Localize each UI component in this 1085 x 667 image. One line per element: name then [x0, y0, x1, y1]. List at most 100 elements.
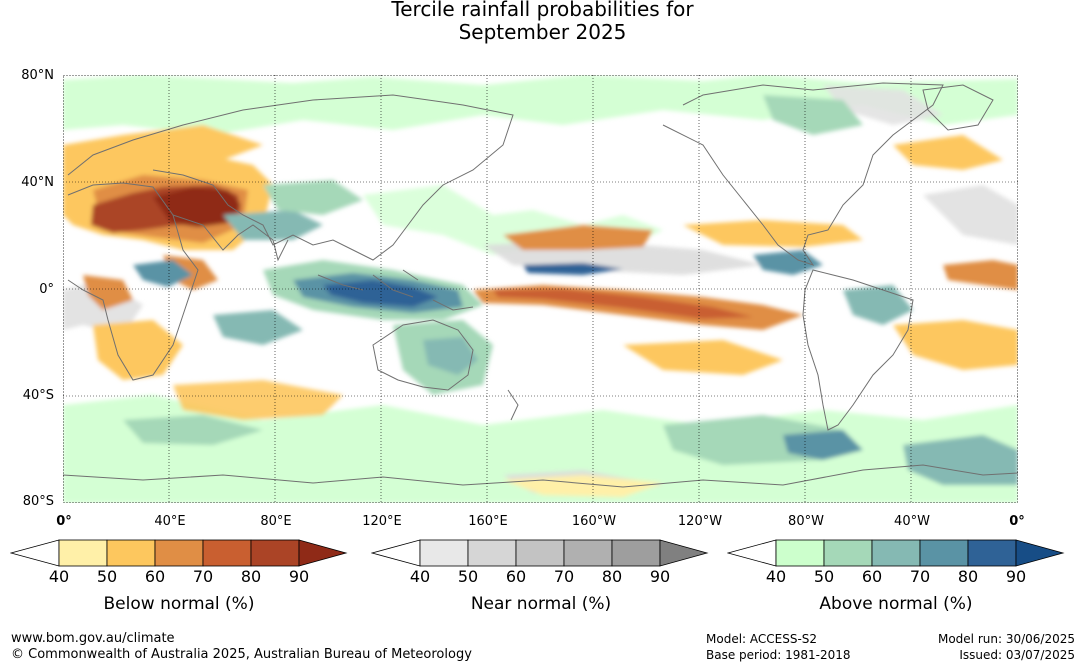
legend-above-arrow-low — [727, 539, 777, 567]
lon-label-160w: 160°W — [571, 514, 617, 529]
below-normal-atlantic-east — [943, 260, 1018, 290]
above-normal-horn-africa — [133, 260, 193, 287]
lon-label-80e: 80°E — [260, 514, 292, 529]
lat-label-80s: 80°S — [22, 494, 54, 509]
near-normal-field-5 — [923, 185, 1018, 245]
above-normal-south-atlantic — [903, 435, 1018, 485]
coastline-africa — [67, 182, 199, 381]
legend-below-arrow-high — [298, 539, 348, 567]
legend-bar-below — [10, 539, 348, 567]
legend-below-tick-90: 90 — [288, 567, 310, 586]
legend-below-swatch-60 — [154, 539, 204, 567]
lon-label-80w: 80°W — [788, 514, 824, 529]
below-normal-north-pacific — [503, 225, 653, 250]
footer-model: Model: ACCESS-S2 — [706, 632, 818, 646]
coastline-maritime — [317, 269, 474, 311]
lon-label-160e: 160°E — [468, 514, 508, 529]
legend-below-title: Below normal (%) — [103, 594, 255, 614]
above-normal-central-america — [753, 250, 823, 275]
legend-above-tick-80: 80 — [957, 567, 979, 586]
legend-below-swatch-70 — [202, 539, 252, 567]
legend-above-swatch-70 — [919, 539, 969, 567]
above-normal-field-north — [63, 75, 1018, 135]
legend-near-swatch-80 — [611, 539, 661, 567]
legend-below-swatch-50 — [106, 539, 156, 567]
footer-issued: Issued: 03/07/2025 — [959, 648, 1075, 662]
coastline-antarctica — [63, 464, 1018, 488]
lat-label-40n: 40°N — [21, 175, 54, 190]
rainfall-probability-map — [63, 75, 1018, 503]
below-normal-north-pacific-light — [683, 220, 863, 247]
below-normal-se-pacific — [623, 340, 783, 375]
above-normal-south-indian-ocean — [123, 415, 263, 445]
below-normal-south-indian — [173, 380, 343, 420]
lat-label-40s: 40°S — [22, 388, 54, 403]
lon-label-40e: 40°E — [154, 514, 186, 529]
map-title-line-1: Tercile rainfall probabilities for — [391, 0, 694, 21]
legend-near-swatch-50 — [467, 539, 517, 567]
lon-label-0-right: 0° — [1009, 514, 1025, 529]
below-normal-europe — [123, 125, 263, 160]
above-normal-southern-pacific-core — [783, 430, 863, 460]
below-normal-north-atlantic — [893, 135, 1003, 170]
gridlines — [63, 75, 1018, 503]
legend-above-normal — [727, 538, 1067, 568]
legend-near-arrow-high — [659, 539, 709, 567]
lat-label-equator: 0° — [39, 282, 54, 297]
coastline-australia — [372, 319, 474, 391]
legend-below-arrow-low — [10, 539, 60, 567]
legend-near-normal — [371, 538, 711, 568]
above-normal-amazon — [843, 285, 913, 325]
near-normal-field-4 — [823, 85, 943, 125]
legend-above-tick-60: 60 — [861, 567, 883, 586]
lon-label-0-left: 0° — [56, 514, 72, 529]
legend-near-tick-40: 40 — [409, 567, 431, 586]
legend-below-tick-40: 40 — [48, 567, 70, 586]
legend-above-swatch-60 — [871, 539, 921, 567]
footer-website: www.bom.gov.au/climate — [11, 631, 175, 646]
legend-near-tick-80: 80 — [601, 567, 623, 586]
legend-near-tick-60: 60 — [505, 567, 527, 586]
above-normal-australia-core — [423, 337, 478, 375]
lon-label-40w: 40°W — [894, 514, 930, 529]
legend-below-tick-70: 70 — [192, 567, 214, 586]
legend-near-swatch-40 — [419, 539, 469, 567]
legend-above-tick-70: 70 — [909, 567, 931, 586]
lat-label-80n: 80°N — [21, 68, 54, 83]
legend-below-tick-60: 60 — [144, 567, 166, 586]
legend-near-swatch-60 — [515, 539, 565, 567]
coastline-europe-asia — [67, 94, 514, 261]
footer-model-run: Model run: 30/06/2025 — [937, 632, 1075, 646]
footer-copyright: © Commonwealth of Australia 2025, Austra… — [11, 647, 472, 662]
coastline-north-america — [662, 82, 944, 266]
above-normal-canada — [763, 95, 863, 135]
below-normal-south-africa — [93, 320, 183, 380]
legend-near-arrow-low — [371, 539, 421, 567]
legend-near-tick-50: 50 — [457, 567, 479, 586]
legend-above-swatch-40 — [775, 539, 825, 567]
coastlines — [63, 82, 1018, 488]
below-normal-pacific-core — [493, 289, 753, 319]
legend-bar-above — [727, 539, 1065, 567]
legend-below-normal — [10, 538, 350, 568]
legend-above-tick-50: 50 — [813, 567, 835, 586]
legend-above-title: Above normal (%) — [819, 594, 973, 614]
legend-near-tick-70: 70 — [553, 567, 575, 586]
legend-below-swatch-40 — [58, 539, 108, 567]
footer-base-period: Base period: 1981-2018 — [706, 648, 851, 662]
legend-below-tick-80: 80 — [240, 567, 262, 586]
above-normal-indian-ocean — [213, 310, 303, 345]
lon-label-120w: 120°W — [677, 514, 723, 529]
below-normal-arabia-core — [153, 187, 241, 227]
above-normal-itcz-pacific — [523, 263, 623, 275]
legend-bar-near — [371, 539, 709, 567]
legend-near-tick-90: 90 — [649, 567, 671, 586]
map-title-line-2: September 2025 — [458, 20, 627, 44]
lon-label-120e: 120°E — [362, 514, 402, 529]
coastline-south-america — [802, 269, 914, 431]
legend-below-tick-50: 50 — [96, 567, 118, 586]
legend-above-swatch-50 — [823, 539, 873, 567]
coastline-arabia-india — [172, 214, 289, 262]
above-normal-north-asia — [263, 180, 363, 215]
legend-below-swatch-80 — [250, 539, 300, 567]
